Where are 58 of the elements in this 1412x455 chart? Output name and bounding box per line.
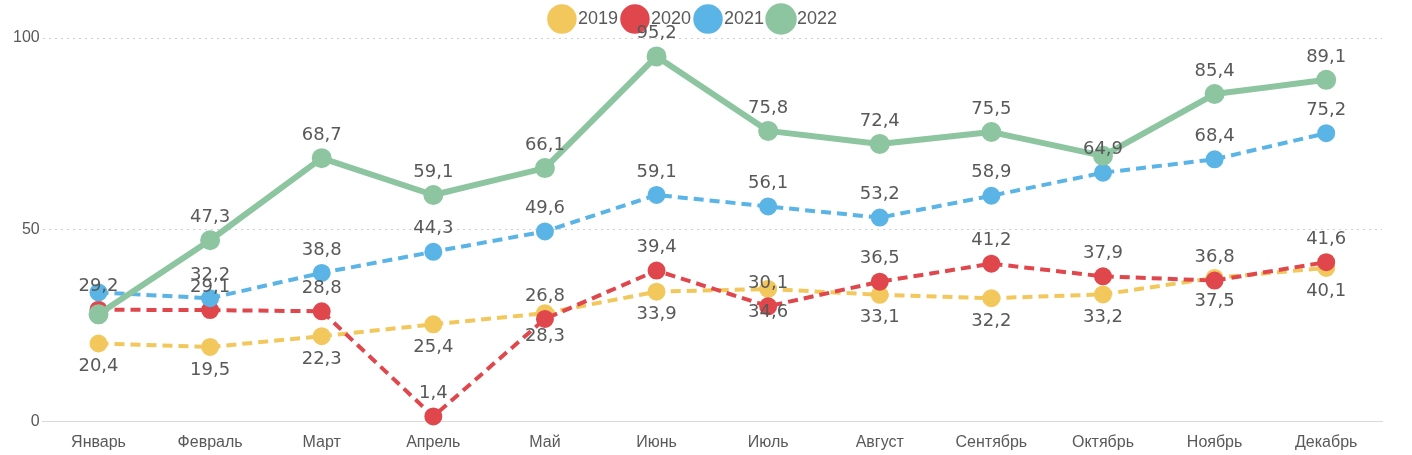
x-tick-label: Октябрь <box>1071 432 1134 450</box>
data-label: 68,4 <box>1194 123 1235 145</box>
data-label: 49,6 <box>524 196 565 218</box>
data-label: 41,6 <box>1306 226 1347 248</box>
data-label: 22,3 <box>301 346 342 368</box>
x-tick-label: Август <box>855 432 905 450</box>
data-label: 75,2 <box>1306 97 1347 119</box>
x-tick-label: Декабрь <box>1295 432 1358 450</box>
x-tick-label: Февраль <box>177 432 243 450</box>
data-label: 28,8 <box>301 275 342 297</box>
data-label: 68,7 <box>301 122 342 144</box>
data-label: 38,8 <box>301 237 342 259</box>
x-tick-label: Сентябрь <box>955 432 1028 450</box>
data-label: 66,1 <box>524 132 565 154</box>
data-label: 20,4 <box>78 354 119 376</box>
data-label: 56,1 <box>748 171 789 193</box>
data-label: 33,2 <box>1082 305 1124 327</box>
y-tick-label: 100 <box>12 28 40 46</box>
data-label: 36,8 <box>1194 245 1235 267</box>
data-label: 44,3 <box>413 216 454 238</box>
data-label: 28,3 <box>524 323 565 345</box>
data-label: 25,4 <box>413 334 454 356</box>
data-label: 29,2 <box>78 274 119 296</box>
data-label: 1,4 <box>419 381 448 403</box>
data-label: 33,1 <box>859 305 900 327</box>
x-tick-label: Май <box>529 432 561 450</box>
data-label: 39,4 <box>636 235 677 257</box>
y-tick-label: 0 <box>30 412 40 430</box>
data-label: 72,4 <box>859 108 900 130</box>
data-label: 41,2 <box>971 228 1012 250</box>
data-label: 59,1 <box>413 159 454 181</box>
x-tick-label: Июль <box>747 432 789 450</box>
data-label: 26,8 <box>524 283 565 305</box>
x-tick-label: Апрель <box>406 432 461 450</box>
x-tick-label: Июнь <box>636 432 677 450</box>
data-label: 58,9 <box>971 160 1012 182</box>
data-label: 47,3 <box>190 204 231 226</box>
x-tick-label: Ноябрь <box>1186 432 1243 450</box>
data-label: 37,9 <box>1082 241 1124 263</box>
data-label: 75,8 <box>748 95 789 117</box>
legend-label: 2022 <box>797 7 838 28</box>
data-label: 33,9 <box>636 302 677 324</box>
data-label: 32,2 <box>971 308 1012 330</box>
x-tick-label: Март <box>302 432 342 450</box>
data-label: 53,2 <box>859 182 900 204</box>
data-label: 40,1 <box>1306 278 1347 300</box>
data-label: 89,1 <box>1306 44 1347 66</box>
data-label: 85,4 <box>1194 58 1235 80</box>
data-label: 59,1 <box>636 159 677 181</box>
y-tick-label: 50 <box>21 220 40 238</box>
data-label: 30,1 <box>748 270 789 292</box>
legend-label: 2019 <box>577 7 618 28</box>
x-tick-label: Январь <box>71 432 126 450</box>
data-label: 37,5 <box>1194 288 1235 310</box>
legend-label: 2021 <box>724 7 765 28</box>
data-label: 75,5 <box>971 96 1012 118</box>
data-label: 36,5 <box>859 246 900 268</box>
data-label: 19,5 <box>190 357 231 379</box>
